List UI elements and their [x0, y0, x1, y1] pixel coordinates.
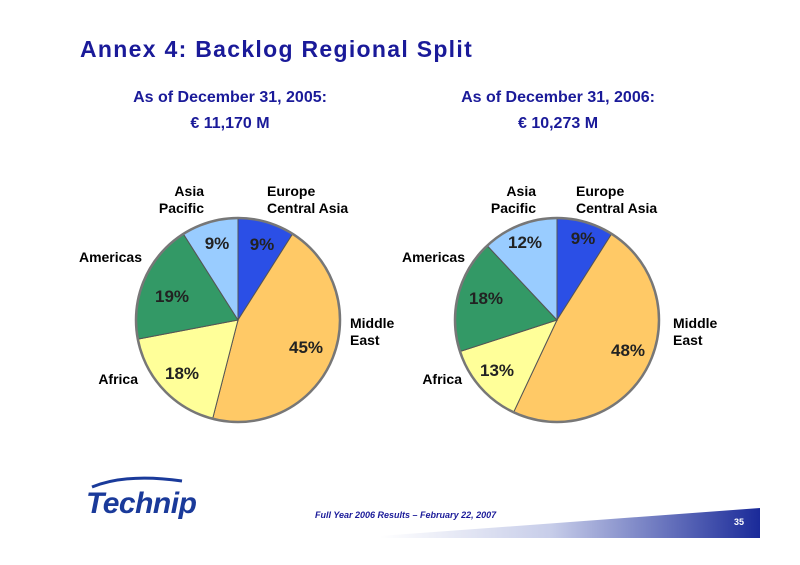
category-label: Africa: [422, 371, 462, 387]
slice-percent-label: 9%: [205, 234, 230, 253]
category-label: Asia Pacific: [491, 183, 536, 216]
footer-band: [380, 508, 760, 538]
category-label: Europe Central Asia: [267, 183, 348, 216]
slice-percent-label: 12%: [508, 233, 542, 252]
chart-2006-date: As of December 31, 2006:: [461, 89, 655, 106]
pie-charts: 9% 45% 18% 19% 9% Europe Central Asia Middle Eas…: [79, 183, 718, 424]
category-label: Middle East: [673, 315, 718, 348]
category-label: Asia Pacific: [159, 183, 204, 216]
slice-percent-label: 18%: [165, 364, 199, 383]
category-label: Americas: [79, 249, 142, 265]
chart-2005-date: As of December 31, 2005:: [133, 89, 327, 106]
slice-percent-label: 45%: [289, 338, 323, 357]
chart-2006-total: € 10,273 M: [517, 115, 599, 132]
pie-outline: [134, 216, 342, 424]
page-number: 35: [734, 517, 745, 527]
category-label: Europe Central Asia: [576, 183, 657, 216]
pie-chart-1: 9% 48% 13% 18% 12% Europe Central Asia Middle Ea…: [402, 183, 718, 424]
chart-2005-total: € 11,170 M: [190, 115, 270, 132]
pie-outline: [453, 216, 661, 424]
slice-percent-label: 9%: [571, 229, 596, 248]
slice-percent-label: 19%: [155, 287, 189, 306]
slice-percent-label: 18%: [469, 289, 503, 308]
category-label: Africa: [98, 371, 138, 387]
footer-text: Full Year 2006 Results – February 22, 20…: [315, 510, 497, 520]
slice-percent-label: 48%: [611, 341, 645, 360]
slice-percent-label: 13%: [480, 361, 514, 380]
category-label: Americas: [402, 249, 465, 265]
pie-chart-0: 9% 45% 18% 19% 9% Europe Central Asia Middle Eas…: [79, 183, 395, 424]
technip-swoosh-icon: [91, 476, 183, 489]
category-label: Middle East: [350, 315, 395, 348]
slice-percent-label: 9%: [250, 235, 275, 254]
technip-logo: Technip: [86, 487, 197, 520]
slide-title: Annex 4: Backlog Regional Split: [80, 36, 474, 62]
